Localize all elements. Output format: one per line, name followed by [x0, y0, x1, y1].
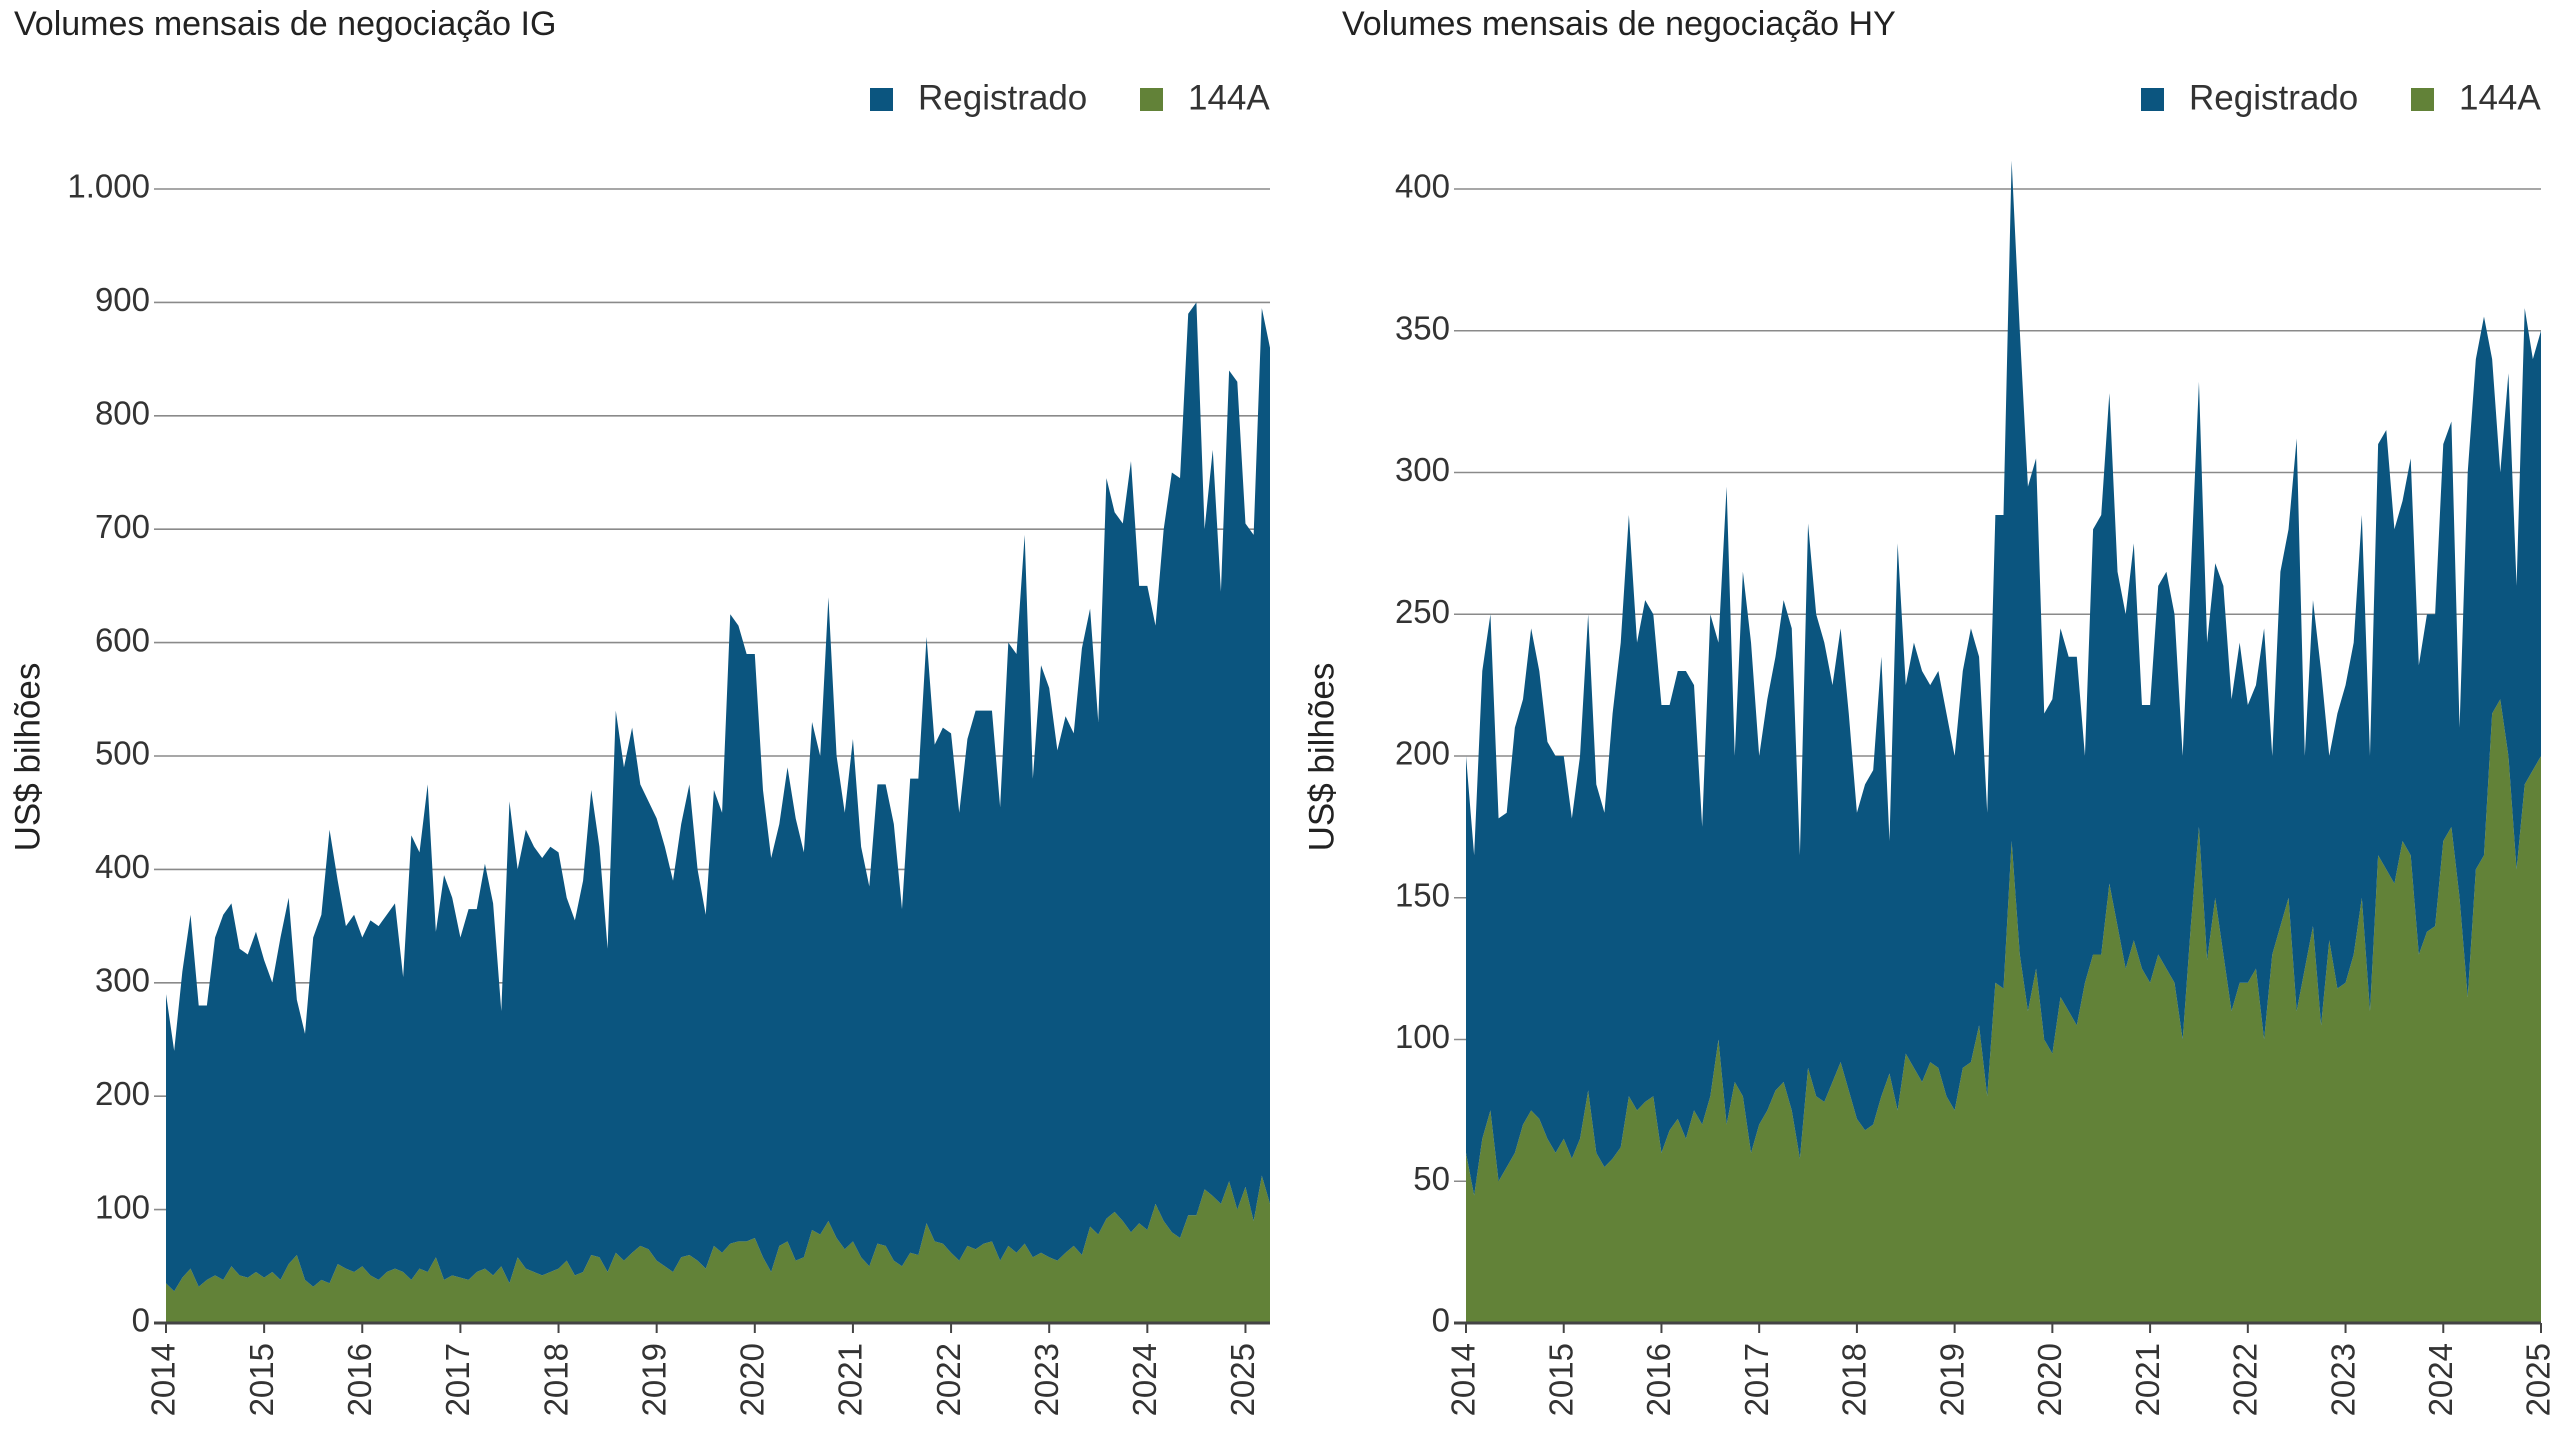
y-axis-label: US$ bilhões: [8, 663, 47, 852]
x-tick-label: 2016: [341, 1343, 378, 1416]
x-tick-label: 2023: [1028, 1343, 1065, 1416]
x-tick-label: 2025: [2520, 1343, 2557, 1416]
area: [1466, 160, 2541, 1196]
y-tick-label: 1.000: [67, 168, 150, 205]
y-tick-label: 0: [132, 1302, 150, 1339]
x-tick-label: 2020: [2031, 1343, 2068, 1416]
x-tick-label: 2019: [1933, 1343, 1970, 1416]
y-tick-label: 350: [1395, 309, 1450, 346]
y-tick-label: 300: [95, 962, 150, 999]
area: [166, 302, 1270, 1292]
legend-swatch: [870, 88, 893, 111]
y-tick-label: 300: [1395, 451, 1450, 488]
x-tick-label: 2025: [1224, 1343, 1261, 1416]
x-tick-label: 2023: [2324, 1343, 2361, 1416]
y-tick-label: 200: [1395, 735, 1450, 772]
y-tick-label: 400: [95, 848, 150, 885]
y-tick-label: 500: [95, 735, 150, 772]
y-tick-label: 250: [1395, 593, 1450, 630]
x-tick-label: 2017: [439, 1343, 476, 1416]
legend-swatch: [1140, 88, 1163, 111]
x-tick-label: 2022: [930, 1343, 967, 1416]
y-tick-label: 800: [95, 395, 150, 432]
y-axis-label: US$ bilhões: [1302, 663, 1341, 852]
legend-swatch: [2141, 88, 2164, 111]
x-tick-label: 2019: [635, 1343, 672, 1416]
x-tick-label: 2024: [1126, 1343, 1163, 1416]
x-tick-label: 2018: [1836, 1343, 1873, 1416]
x-tick-label: 2024: [2422, 1343, 2459, 1416]
y-tick-label: 50: [1413, 1160, 1450, 1197]
x-tick-label: 2022: [2227, 1343, 2264, 1416]
x-tick-label: 2014: [1445, 1343, 1482, 1416]
y-tick-label: 400: [1395, 168, 1450, 205]
legend-swatch: [2411, 88, 2434, 111]
x-tick-label: 2018: [537, 1343, 574, 1416]
y-tick-label: 100: [1395, 1018, 1450, 1055]
y-tick-label: 900: [95, 281, 150, 318]
legend-label: Registrado: [2189, 78, 2358, 117]
chart-title: Volumes mensais de negociação IG: [14, 5, 556, 43]
x-tick-label: 2021: [2129, 1343, 2166, 1416]
chart-title: Volumes mensais de negociação HY: [1342, 5, 1896, 43]
area: [1466, 699, 2541, 1323]
x-tick-label: 2017: [1738, 1343, 1775, 1416]
y-tick-label: 0: [1432, 1302, 1450, 1339]
y-tick-label: 700: [95, 508, 150, 545]
legend-label: 144A: [1188, 78, 1270, 117]
legend-label: 144A: [2459, 78, 2541, 117]
y-tick-label: 600: [95, 621, 150, 658]
y-tick-label: 100: [95, 1188, 150, 1225]
area: [166, 1175, 1270, 1323]
x-tick-label: 2021: [832, 1343, 869, 1416]
x-tick-label: 2014: [145, 1343, 182, 1416]
legend-label: Registrado: [918, 78, 1087, 117]
x-tick-label: 2015: [1542, 1343, 1579, 1416]
x-tick-label: 2015: [243, 1343, 280, 1416]
y-tick-label: 200: [95, 1075, 150, 1112]
x-tick-label: 2020: [734, 1343, 771, 1416]
x-tick-label: 2016: [1640, 1343, 1677, 1416]
y-tick-label: 150: [1395, 876, 1450, 913]
